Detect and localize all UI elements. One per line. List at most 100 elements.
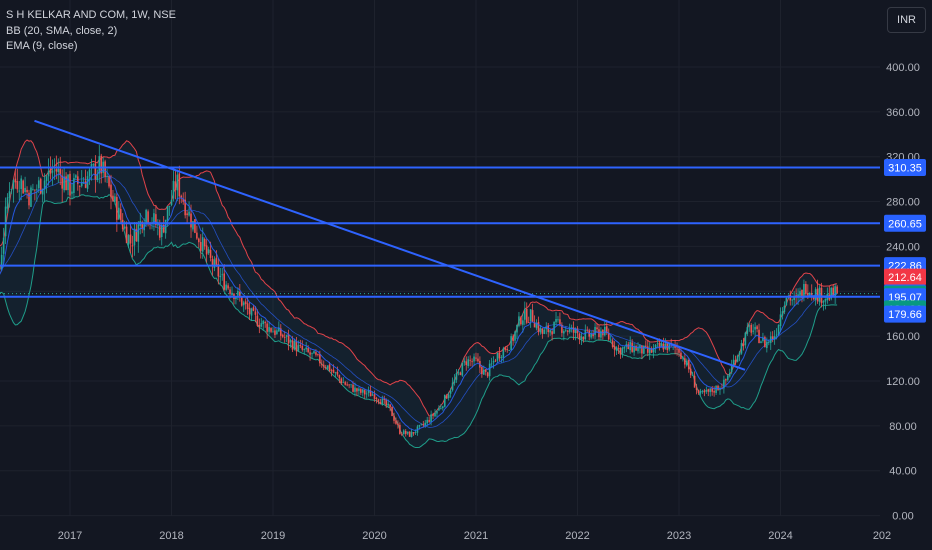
candle-body xyxy=(725,379,727,381)
candle-body xyxy=(564,329,567,331)
candle-body xyxy=(459,372,462,375)
candle-body xyxy=(330,370,333,372)
candle-body xyxy=(447,394,450,399)
candle-body xyxy=(383,398,386,400)
candle-body xyxy=(805,283,807,294)
candle-body xyxy=(299,345,302,346)
candle-body xyxy=(133,228,136,246)
candle-body xyxy=(213,259,216,268)
candle-body xyxy=(535,323,538,329)
candle-body xyxy=(457,371,460,373)
candle-body xyxy=(377,399,380,402)
candle-body xyxy=(590,333,592,338)
candle-body xyxy=(75,175,77,178)
candle-body xyxy=(830,287,833,299)
candle-body xyxy=(307,348,309,353)
candle-body xyxy=(41,188,44,195)
candle-body xyxy=(332,369,335,373)
candle-body xyxy=(182,199,185,202)
candle-body xyxy=(315,352,317,355)
ema-line xyxy=(0,168,838,432)
candle-body xyxy=(695,387,698,390)
candle-body xyxy=(141,222,144,230)
candle-body xyxy=(518,316,520,326)
candle-body xyxy=(766,341,768,349)
candle-body xyxy=(816,288,819,302)
candle-body xyxy=(621,347,624,354)
candle-body xyxy=(0,266,1,269)
time-axis[interactable]: 2017 2018 2019 2020 2021 2022 2023 2024 202 xyxy=(0,520,932,550)
candle-body xyxy=(389,404,391,408)
symbol-title[interactable]: S H KELKAR AND COM, 1W, NSE xyxy=(6,9,176,21)
candle-body xyxy=(539,328,542,333)
candle-body xyxy=(504,347,507,350)
candle-body xyxy=(646,346,649,353)
time-tick-label: 2022 xyxy=(565,530,589,542)
candle-body xyxy=(645,345,647,347)
candle-body xyxy=(832,287,835,297)
candle-body xyxy=(246,303,249,309)
bb-basis-line xyxy=(0,175,838,428)
currency-button[interactable]: INR xyxy=(887,7,926,33)
candle-body xyxy=(440,407,442,409)
candle-body xyxy=(188,211,190,216)
candle-body xyxy=(262,320,265,325)
candle-body xyxy=(391,406,393,417)
candle-body xyxy=(557,319,559,321)
candle-body xyxy=(701,391,704,392)
ema-legend[interactable]: EMA (9, close) xyxy=(6,40,78,52)
candle-body xyxy=(211,258,214,267)
candle-body xyxy=(619,348,622,355)
candle-body xyxy=(533,322,536,328)
candle-body xyxy=(635,346,637,351)
candle-body xyxy=(676,348,678,350)
candle-body xyxy=(779,314,782,327)
candle-body xyxy=(108,176,110,187)
candle-body xyxy=(55,169,58,172)
candle-body xyxy=(266,323,268,332)
price-label-box xyxy=(884,159,926,177)
trendline[interactable] xyxy=(34,119,746,371)
candle-body xyxy=(215,257,218,265)
candle-body xyxy=(793,296,795,301)
candle-body xyxy=(473,356,475,362)
candle-body xyxy=(584,330,587,340)
candle-body xyxy=(660,343,663,347)
horizontal-lines[interactable] xyxy=(0,166,880,298)
candle-body xyxy=(205,245,208,255)
candle-body xyxy=(375,398,378,400)
candle-body xyxy=(633,345,635,353)
candle-body xyxy=(80,182,83,187)
candle-body xyxy=(428,420,430,422)
candle-body xyxy=(166,206,169,221)
candle-body xyxy=(199,241,202,251)
candle-body xyxy=(611,340,614,347)
candle-body xyxy=(77,176,79,184)
candle-body xyxy=(235,296,237,300)
candle-body xyxy=(32,189,34,190)
candle-body xyxy=(209,249,212,258)
candle-body xyxy=(131,245,134,247)
candle-body xyxy=(777,325,780,336)
candle-body xyxy=(367,390,370,393)
candle-body xyxy=(520,317,522,325)
candle-body xyxy=(164,219,167,234)
candle-body xyxy=(129,234,132,244)
candle-body xyxy=(361,389,364,393)
bb-legend[interactable]: BB (20, SMA, close, 2) xyxy=(6,24,118,37)
candle-body xyxy=(783,305,786,313)
candle-body xyxy=(496,352,499,361)
candle-body xyxy=(785,297,788,306)
candle-body xyxy=(568,328,571,332)
candle-body xyxy=(317,354,319,356)
candle-body xyxy=(605,326,608,333)
candle-body xyxy=(178,173,181,197)
chart-legend: S H KELKAR AND COM, 1W, NSE BB (20, SMA,… xyxy=(6,8,176,55)
trendlines[interactable] xyxy=(34,119,746,371)
candle-body xyxy=(481,366,483,375)
candle-body xyxy=(342,382,345,384)
candle-body xyxy=(592,334,594,337)
candle-body xyxy=(272,331,274,333)
